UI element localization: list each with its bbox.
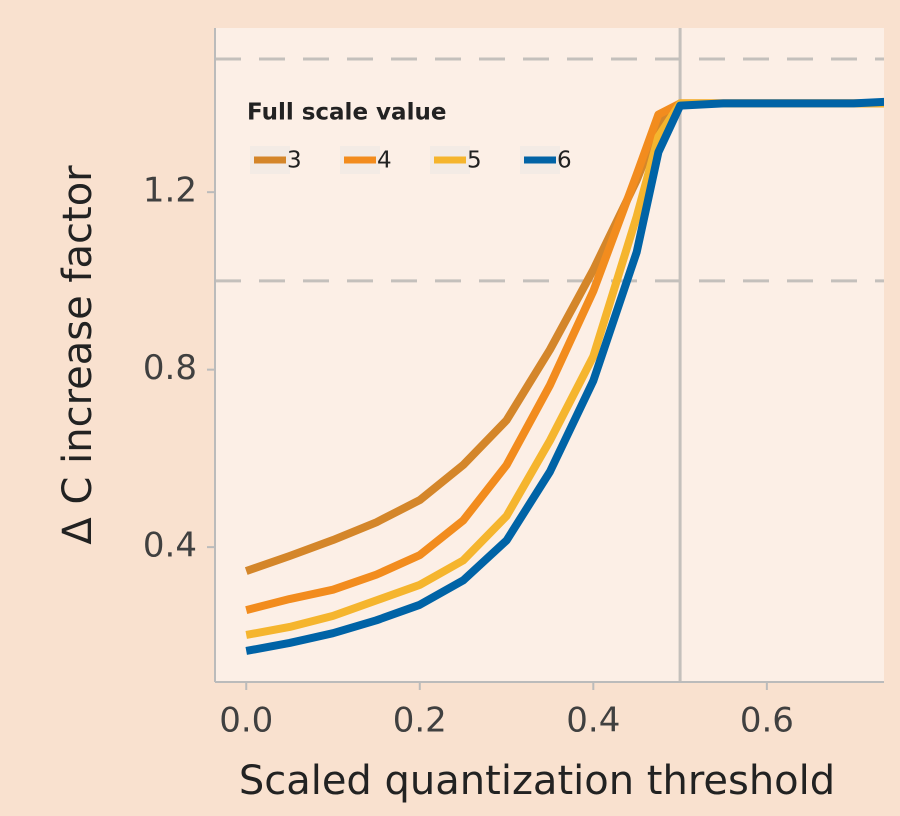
legend-label: 3 — [287, 148, 302, 174]
y-tick-label: 0.8 — [143, 348, 197, 388]
x-tick-label: 0.2 — [393, 701, 447, 741]
reference-lines — [215, 28, 884, 682]
y-axis-title: Δ C increase factor — [55, 165, 101, 545]
x-axis-title: Scaled quantization threshold — [239, 758, 835, 804]
y-tick-label: 0.4 — [143, 526, 197, 566]
lines — [244, 97, 884, 655]
legend: Full scale value 3 4 5 6 — [247, 100, 572, 174]
x-tick-label: 0.0 — [219, 701, 273, 741]
series-line — [245, 97, 884, 655]
legend-label: 4 — [377, 148, 392, 174]
legend-label: 6 — [557, 148, 572, 174]
legend-label: 5 — [467, 148, 482, 174]
y-tick-label: 1.2 — [143, 171, 197, 211]
x-tick-label: 0.4 — [566, 701, 620, 741]
legend-title: Full scale value — [247, 100, 446, 126]
x-tick-label: 0.6 — [740, 701, 794, 741]
